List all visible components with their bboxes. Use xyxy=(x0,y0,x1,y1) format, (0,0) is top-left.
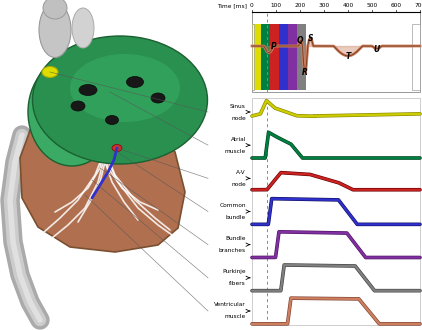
Text: Sinus: Sinus xyxy=(230,104,246,109)
Bar xyxy=(288,24,297,90)
Text: node: node xyxy=(231,182,246,187)
Ellipse shape xyxy=(43,0,67,19)
Bar xyxy=(297,24,306,90)
Polygon shape xyxy=(20,102,185,252)
Text: 600: 600 xyxy=(390,3,402,8)
Text: bundle: bundle xyxy=(226,215,246,220)
Text: muscle: muscle xyxy=(225,149,246,154)
Ellipse shape xyxy=(106,115,119,124)
Text: Atrial: Atrial xyxy=(231,137,246,142)
Text: branches: branches xyxy=(219,248,246,253)
Ellipse shape xyxy=(112,145,122,151)
Ellipse shape xyxy=(127,77,143,87)
Text: 500: 500 xyxy=(366,3,378,8)
Bar xyxy=(261,24,270,90)
Ellipse shape xyxy=(151,93,165,103)
Text: Bundle: Bundle xyxy=(225,236,246,241)
Ellipse shape xyxy=(39,3,71,57)
Text: Q: Q xyxy=(297,36,303,45)
Bar xyxy=(252,24,254,90)
Text: muscle: muscle xyxy=(225,314,246,319)
Ellipse shape xyxy=(28,58,116,166)
Text: Purkinje: Purkinje xyxy=(222,269,246,274)
Text: Time [ms]: Time [ms] xyxy=(217,3,247,8)
Text: R: R xyxy=(302,68,308,77)
Text: 200: 200 xyxy=(295,3,306,8)
Text: 400: 400 xyxy=(342,3,354,8)
Text: U: U xyxy=(373,45,380,53)
Bar xyxy=(252,24,261,90)
Ellipse shape xyxy=(72,8,94,48)
Bar xyxy=(270,24,279,90)
Text: 700: 700 xyxy=(414,3,422,8)
Text: A-V: A-V xyxy=(236,170,246,175)
Text: node: node xyxy=(231,115,246,120)
Ellipse shape xyxy=(70,54,180,122)
Bar xyxy=(252,12,420,92)
Text: Common: Common xyxy=(219,203,246,208)
Bar xyxy=(252,98,420,325)
Text: S: S xyxy=(308,34,314,43)
Bar xyxy=(279,24,288,90)
Ellipse shape xyxy=(71,101,85,111)
Text: T: T xyxy=(345,52,351,61)
Ellipse shape xyxy=(42,67,58,78)
Ellipse shape xyxy=(79,84,97,95)
Ellipse shape xyxy=(32,36,208,164)
Text: 0: 0 xyxy=(250,3,254,8)
Text: fibers: fibers xyxy=(229,281,246,286)
Text: Ventricular: Ventricular xyxy=(214,303,246,308)
Text: 100: 100 xyxy=(271,3,281,8)
Bar xyxy=(412,24,420,90)
Text: P: P xyxy=(271,42,276,51)
Text: 300: 300 xyxy=(318,3,330,8)
